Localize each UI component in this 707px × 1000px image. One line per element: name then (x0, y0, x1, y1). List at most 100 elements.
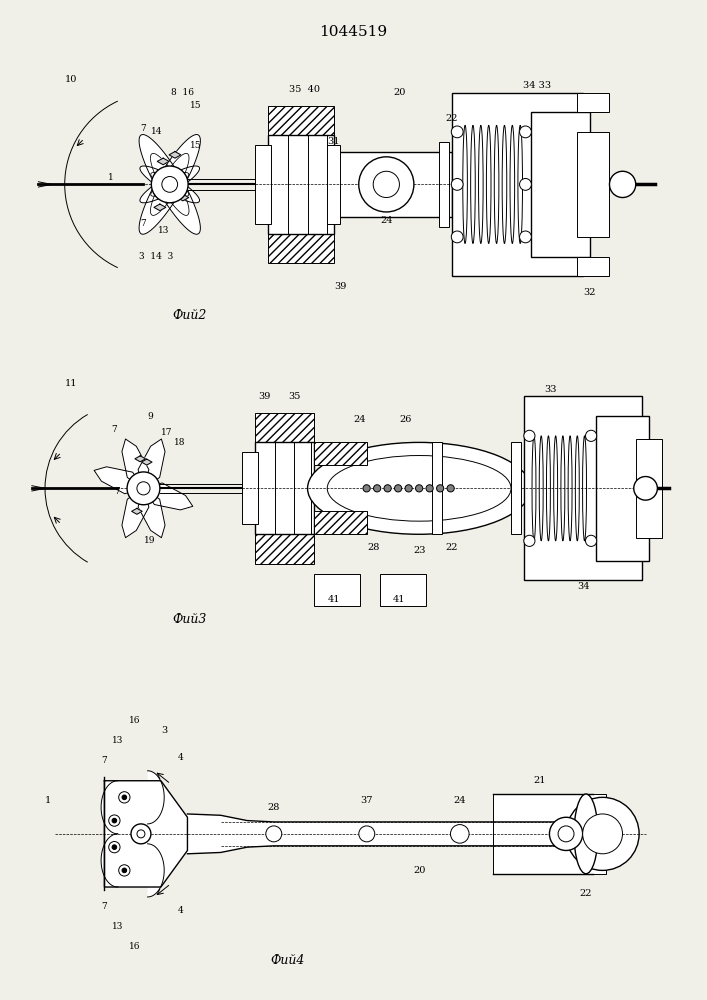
Bar (268, 135, 334, 234)
Circle shape (524, 535, 535, 546)
Polygon shape (101, 834, 117, 887)
Bar (432, 442, 442, 534)
Text: 15: 15 (190, 141, 201, 150)
Text: 16: 16 (129, 716, 140, 725)
Circle shape (633, 477, 658, 500)
Polygon shape (138, 439, 165, 488)
Text: 17: 17 (160, 428, 173, 437)
Circle shape (358, 157, 414, 212)
Text: 34: 34 (577, 582, 590, 591)
Circle shape (373, 485, 381, 492)
Text: 7: 7 (111, 425, 117, 434)
Text: 24: 24 (354, 415, 366, 424)
Polygon shape (132, 508, 142, 514)
Circle shape (436, 485, 444, 492)
Circle shape (450, 825, 469, 843)
Circle shape (416, 485, 423, 492)
Text: 22: 22 (445, 543, 458, 552)
Text: 14: 14 (151, 127, 163, 136)
Bar (577, 257, 609, 276)
Text: 24: 24 (453, 796, 466, 805)
Ellipse shape (574, 794, 598, 874)
Circle shape (583, 814, 622, 854)
Text: 1: 1 (107, 173, 114, 182)
Bar (255, 145, 271, 224)
Polygon shape (148, 844, 164, 897)
Bar (577, 93, 609, 112)
Text: 1: 1 (45, 796, 51, 805)
Text: 7: 7 (115, 487, 120, 496)
Bar (242, 452, 258, 524)
Text: 20: 20 (414, 866, 426, 875)
Circle shape (451, 126, 463, 138)
Bar (439, 142, 449, 227)
Circle shape (585, 535, 597, 546)
Circle shape (549, 817, 583, 850)
Text: 39: 39 (334, 282, 346, 291)
Text: 22: 22 (580, 889, 592, 898)
Bar (524, 396, 642, 580)
Text: 26: 26 (400, 415, 412, 424)
Text: 21: 21 (533, 776, 546, 785)
Text: 18: 18 (174, 438, 185, 447)
Text: 13: 13 (112, 736, 124, 745)
Bar (255, 413, 314, 442)
Bar (268, 234, 334, 263)
Polygon shape (148, 771, 164, 824)
Text: 39: 39 (259, 392, 271, 401)
Text: 13: 13 (112, 922, 124, 931)
Circle shape (151, 166, 188, 203)
Circle shape (520, 231, 532, 243)
Text: 19: 19 (144, 536, 156, 545)
Text: 22: 22 (445, 114, 458, 123)
Polygon shape (135, 456, 146, 462)
Ellipse shape (327, 456, 511, 521)
Circle shape (162, 177, 177, 192)
Circle shape (359, 826, 375, 842)
Circle shape (137, 482, 150, 495)
Polygon shape (169, 152, 181, 158)
Text: 15: 15 (190, 101, 201, 110)
Circle shape (109, 815, 120, 826)
Text: 7: 7 (141, 219, 146, 228)
Circle shape (122, 868, 127, 873)
Polygon shape (151, 180, 173, 196)
Circle shape (451, 231, 463, 243)
Text: 41: 41 (393, 595, 406, 604)
Polygon shape (101, 781, 117, 834)
Bar (493, 794, 606, 874)
Polygon shape (154, 204, 165, 211)
Polygon shape (144, 483, 193, 510)
Circle shape (363, 485, 370, 492)
Polygon shape (167, 180, 189, 196)
Polygon shape (141, 459, 152, 465)
Polygon shape (164, 176, 199, 203)
Polygon shape (139, 176, 182, 234)
Text: 35  40: 35 40 (288, 85, 320, 94)
Bar (334, 152, 452, 217)
Circle shape (131, 824, 151, 844)
Polygon shape (187, 814, 586, 854)
Circle shape (112, 818, 117, 823)
Circle shape (266, 826, 282, 842)
Circle shape (447, 485, 454, 492)
Bar (577, 132, 609, 237)
Circle shape (558, 826, 574, 842)
Text: Фий2: Фий2 (173, 309, 206, 322)
Bar (255, 534, 314, 564)
Bar (380, 574, 426, 606)
Polygon shape (151, 173, 173, 189)
Circle shape (520, 126, 532, 138)
Text: 7: 7 (141, 124, 146, 133)
Polygon shape (164, 166, 199, 192)
Circle shape (122, 795, 127, 800)
Polygon shape (158, 176, 200, 234)
Polygon shape (140, 176, 175, 203)
Circle shape (112, 845, 117, 849)
Circle shape (127, 472, 160, 505)
Text: Фий3: Фий3 (173, 613, 206, 626)
Text: 28: 28 (367, 543, 380, 552)
Circle shape (395, 485, 402, 492)
Circle shape (384, 485, 391, 492)
Text: 33: 33 (544, 385, 556, 394)
